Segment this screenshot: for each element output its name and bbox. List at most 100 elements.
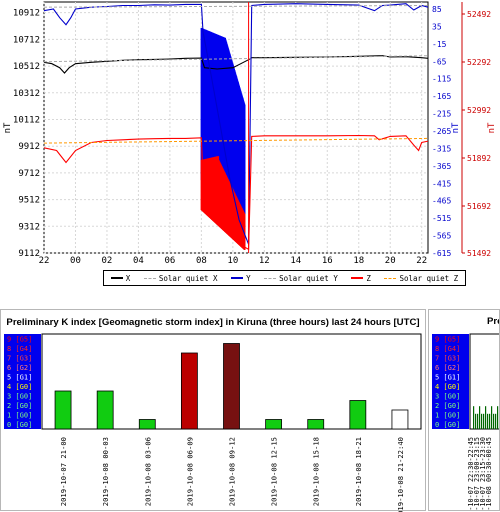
k-bar [307, 419, 325, 430]
k2-bar [483, 413, 485, 429]
k-bar [223, 343, 240, 430]
k-bar [391, 409, 409, 430]
k-index-chart: 9 [G5]8 [G4] 7 [G3]6 [G2] 5 [G1]4 [G0] 3 [G… [4, 333, 422, 512]
legend-swatch [110, 277, 123, 279]
y-tick-label: 9512 [18, 196, 40, 206]
k-scale-cell [4, 362, 41, 372]
legend-swatch [351, 277, 364, 279]
y2-tick-label: -365 [432, 162, 451, 171]
legend-swatch [143, 277, 156, 279]
y2-tick-label: -265 [432, 127, 451, 136]
y2-tick-label: -65 [432, 57, 447, 66]
y2-axis-label: nT [451, 122, 461, 133]
k2-bar [495, 413, 497, 429]
k-scale-label: 1 [G0] [7, 412, 32, 420]
k2-bar [479, 406, 481, 429]
k2-bar [481, 413, 483, 429]
k-category-label: 2019-10-08 12-15 [270, 437, 279, 506]
y-tick-label: 9112 [18, 249, 40, 259]
k-scale-cell [432, 343, 469, 353]
legend-label: X [125, 273, 131, 283]
y2-tick-label: -415 [432, 179, 451, 188]
legend-label: Solar quiet X [158, 273, 218, 283]
series-line-y [43, 3, 429, 245]
k-scale-label: 1 [G0] [435, 412, 460, 420]
k-scale-cell [432, 353, 469, 363]
legend-label: Solar quiet Z [399, 273, 459, 283]
k-scale-cell [432, 334, 469, 344]
k2-category-label: 2019-10-07 22:30-22:45 [467, 437, 475, 511]
k-scale-label: 5 [G1] [7, 374, 32, 382]
x-tick-label: 02 [102, 256, 113, 266]
x-tick-label: 10 [227, 256, 238, 266]
x-tick-label: 06 [164, 256, 175, 266]
y2-tick-label: -165 [432, 92, 451, 101]
y-tick-label: 9712 [18, 169, 40, 179]
legend-item: Z [351, 274, 371, 283]
k-scale-cell [4, 381, 41, 391]
series-line-z [43, 134, 429, 251]
k-scale-label: 3 [G0] [7, 393, 32, 401]
k-scale-cell [432, 400, 469, 410]
k-bar [54, 390, 72, 430]
x-tick-label: 14 [290, 256, 301, 266]
legend-label: Solar quiet Y [279, 273, 338, 283]
y-tick-label: 10912 [13, 9, 40, 19]
k-bar [180, 352, 198, 430]
y-tick-label: 9312 [18, 222, 40, 232]
y2-tick-label: -565 [432, 232, 451, 241]
k2-bar [487, 413, 489, 429]
k-scale-cell [4, 334, 41, 344]
k-scale-label: 7 [G3] [435, 355, 460, 363]
k-bar [96, 390, 114, 430]
k-index-title-secondary: Pre [487, 316, 499, 327]
y2-tick-label: 85 [432, 5, 442, 14]
k-category-label: 2019-10-07 21-00 [59, 437, 68, 506]
k-category-label: 2019-10-08 09-12 [228, 437, 237, 506]
legend-swatch [384, 277, 397, 279]
legend-item: Solar quiet Y [264, 274, 338, 283]
k2-category-label: 2019-10-07 23:15-23:30 [479, 437, 487, 511]
k-scale-cell [432, 410, 469, 420]
k-scale-label: 8 [G4] [435, 345, 460, 353]
y3-tick-label: 51892 [467, 154, 491, 163]
y2-tick-label: 35 [432, 22, 442, 31]
k2-bar [485, 406, 487, 429]
y2-tick-label: -615 [432, 249, 451, 258]
y-axis-label: nT [3, 122, 13, 133]
k-scale-label: 4 [G0] [7, 383, 32, 391]
y-tick-label: 10712 [13, 35, 40, 45]
k2-bar [489, 413, 491, 429]
k-scale-label: 8 [G4] [7, 345, 32, 353]
k-category-label: 2019-10-08 21-22:40 [396, 437, 405, 512]
k-scale-label: 5 [G1] [435, 374, 460, 382]
k-scale-label: 6 [G2] [7, 364, 32, 372]
legend-item: X [110, 273, 131, 283]
k-bar [349, 400, 367, 430]
k-category-label: 2019-10-08 15-18 [312, 437, 321, 506]
k2-category-label: 2019-10-07 23:00-23:15 [473, 437, 481, 511]
k-index-panel: Preliminary K index [Geomagnetic storm i… [0, 309, 426, 512]
k2-bar [475, 413, 477, 429]
k2-bar [477, 413, 479, 429]
y-tick-label: 10312 [13, 89, 40, 99]
k-scale-cell [4, 343, 41, 353]
y-tick-label: 10112 [13, 115, 40, 125]
k-scale-cell [432, 362, 469, 372]
x-tick-label: 22 [416, 256, 427, 266]
x-tick-label: 22 [39, 256, 50, 266]
y2-tick-label: -515 [432, 214, 451, 223]
k-scale-label: 6 [G2] [435, 364, 460, 372]
k-scale-cell [432, 391, 469, 401]
k-bar [265, 419, 283, 430]
k-scale-cell [4, 391, 41, 401]
x-tick-label: 16 [322, 256, 333, 266]
y3-tick-label: 52992 [467, 106, 491, 115]
k-scale-cell [4, 419, 41, 429]
chart-legend: X Solar quiet X Y Solar quiet Y Z Solar quiet… [103, 270, 466, 286]
k2-bar [497, 406, 499, 429]
legend-item: Solar quiet X [143, 273, 218, 283]
k-scale-cell [432, 372, 469, 382]
y2-tick-label: -215 [432, 110, 451, 119]
k2-bar [491, 406, 493, 429]
